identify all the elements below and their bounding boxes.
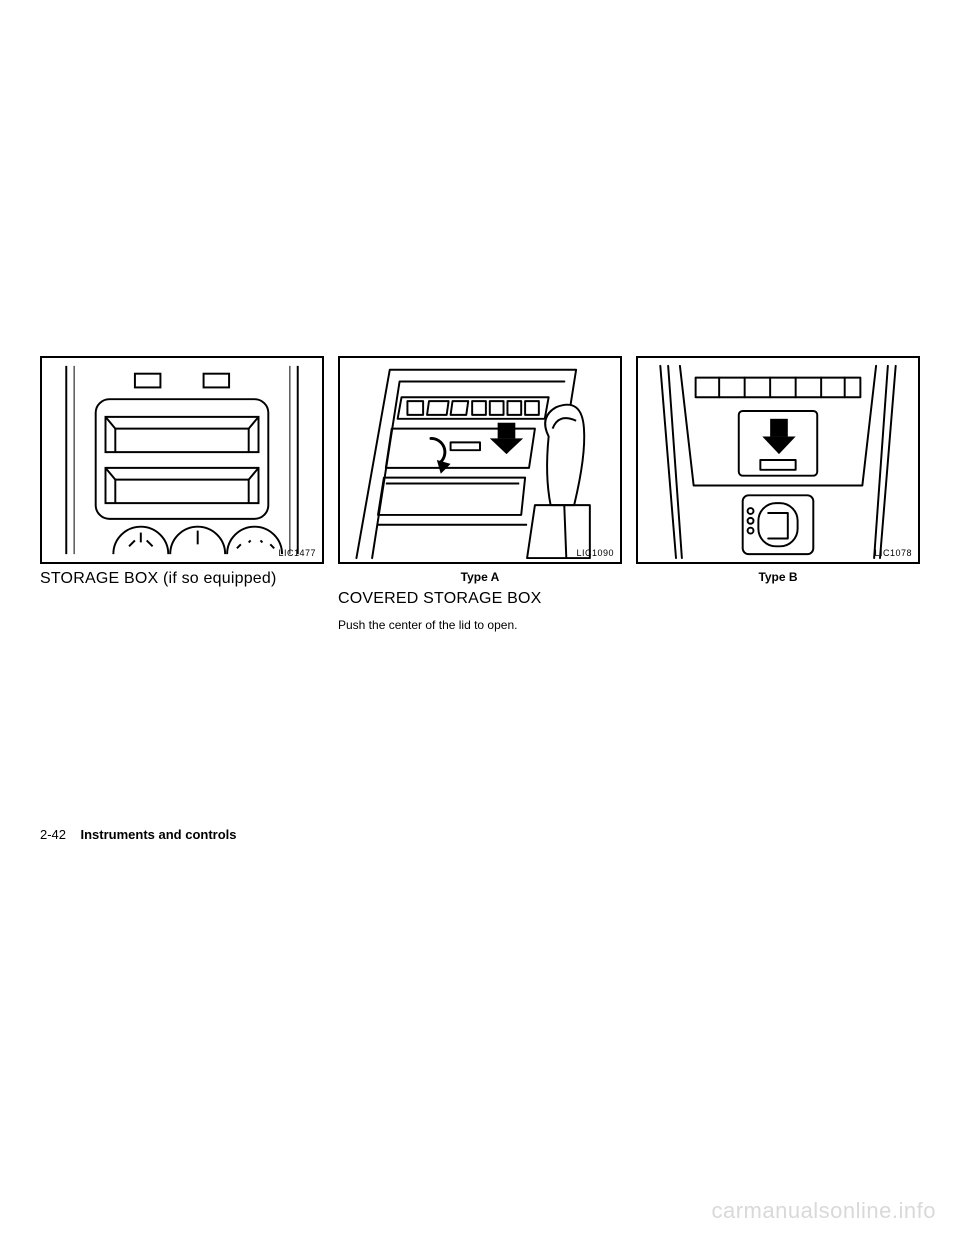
covered-storage-a-icon [340, 358, 620, 562]
figure-code: LIC1078 [874, 548, 912, 558]
covered-storage-body: Push the center of the lid to open. [338, 618, 622, 632]
watermark: carmanualsonline.info [711, 1198, 936, 1224]
chapter-title: Instruments and controls [80, 827, 236, 842]
subhead-main: STORAGE BOX [40, 570, 163, 587]
storage-box-icon [42, 358, 322, 562]
figure-covered-storage-type-b: LIC1078 [636, 356, 920, 564]
figure-column-2: LIC1090 Type A COVERED STORAGE BOX Push … [338, 356, 622, 632]
page-footer: 2-42 Instruments and controls [40, 827, 237, 842]
storage-box-heading: STORAGE BOX (if so equipped) [40, 570, 324, 588]
figure-column-1: LIC1477 STORAGE BOX (if so equipped) [40, 356, 324, 632]
figure-caption-type-a: Type A [338, 570, 622, 584]
covered-storage-b-icon [638, 358, 918, 562]
figure-covered-storage-type-a: LIC1090 [338, 356, 622, 564]
figure-column-3: LIC1078 Type B [636, 356, 920, 632]
figure-code: LIC1477 [278, 548, 316, 558]
figure-caption-type-b: Type B [636, 570, 920, 584]
subhead-light: (if so equipped) [163, 570, 277, 587]
page-number: 2-42 [40, 827, 66, 842]
figure-code: LIC1090 [576, 548, 614, 558]
figure-storage-box: LIC1477 [40, 356, 324, 564]
covered-storage-heading: COVERED STORAGE BOX [338, 590, 622, 608]
